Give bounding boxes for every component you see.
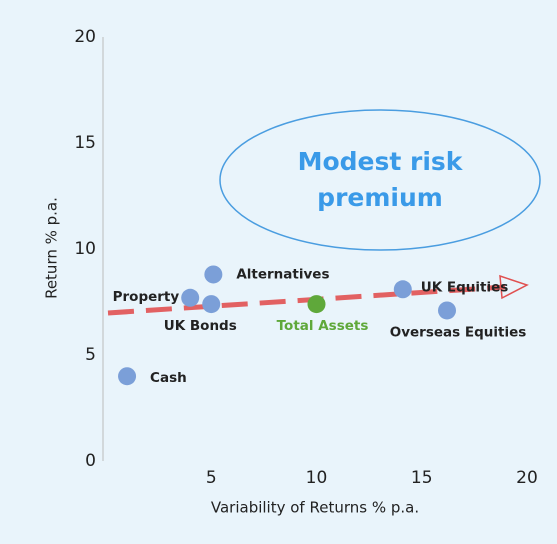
point-label: Alternatives [236, 266, 329, 282]
x-tick-label: 20 [516, 468, 538, 488]
point [438, 301, 457, 320]
y-tick-label: 10 [74, 239, 96, 259]
annotation-line: premium [317, 183, 443, 212]
point-label: Property [113, 289, 180, 305]
point [307, 295, 326, 314]
point [118, 367, 137, 386]
point-label: Cash [150, 370, 187, 386]
point-label: UK Equities [421, 279, 509, 295]
point [393, 280, 412, 299]
y-axis-title: Return % p.a. [43, 197, 61, 299]
y-tick-label: 20 [74, 27, 96, 47]
y-tick-label: 5 [85, 345, 96, 365]
trend-line [107, 284, 506, 316]
point [181, 288, 200, 307]
x-tick-label: 15 [411, 468, 433, 488]
x-tick-label: 10 [306, 468, 328, 488]
point-label: UK Bonds [164, 318, 237, 334]
y-tick-label: 0 [85, 451, 96, 471]
point-label: Overseas Equities [390, 324, 527, 340]
trend-arrow [107, 274, 529, 316]
point [202, 295, 221, 314]
y-tick-label: 15 [74, 133, 96, 153]
point-label: Total Assets [277, 318, 369, 334]
x-tick-label: 5 [206, 468, 217, 488]
annotation-line: Modest risk [298, 147, 464, 176]
x-axis-title: Variability of Returns % p.a. [211, 499, 419, 517]
arrow-head [499, 274, 529, 300]
point [204, 265, 223, 284]
annotation-ellipse [219, 109, 541, 251]
